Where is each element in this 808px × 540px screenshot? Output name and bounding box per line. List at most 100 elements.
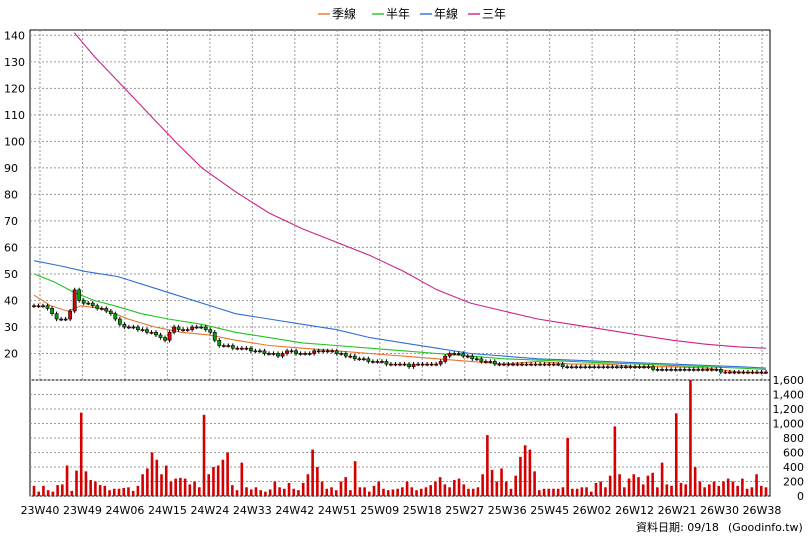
- candle-body: [700, 369, 705, 371]
- candle-body: [181, 329, 186, 331]
- candle-body: [68, 310, 73, 320]
- volume-bar: [386, 490, 390, 496]
- volume-tick-label: 200: [783, 476, 804, 489]
- volume-tick-label: 1,000: [773, 418, 805, 431]
- candle-body: [497, 363, 502, 366]
- ma-line-年線: [33, 260, 767, 369]
- volume-bar: [216, 465, 220, 496]
- volume-bar: [188, 484, 192, 496]
- volume-bar: [689, 380, 692, 496]
- price-tick-label: 130: [4, 56, 25, 69]
- volume-bar: [273, 481, 277, 496]
- candle-body: [41, 305, 45, 308]
- volume-bar: [665, 484, 669, 496]
- volume-bar: [287, 482, 291, 496]
- volume-bar: [736, 485, 739, 496]
- volume-bar: [136, 485, 140, 496]
- candle-body: [398, 363, 402, 366]
- candle-body: [470, 355, 475, 360]
- volume-bar: [37, 491, 41, 496]
- candle-body: [239, 347, 244, 350]
- volume-bar: [202, 414, 206, 496]
- volume-bar: [589, 491, 593, 496]
- candle-body: [587, 366, 592, 369]
- candle-body: [420, 363, 425, 366]
- candle-body: [691, 369, 696, 371]
- candle-body: [696, 369, 701, 371]
- volume-bar: [292, 488, 296, 496]
- candle-body: [637, 366, 642, 369]
- volume-bar: [150, 452, 154, 496]
- legend-item: 年線: [420, 6, 458, 21]
- volume-bar: [368, 491, 371, 496]
- candle-body: [334, 350, 339, 354]
- volume-bar: [708, 484, 711, 496]
- candle-body: [416, 363, 420, 366]
- x-tick-label: 26W30: [700, 504, 739, 517]
- candle-body: [506, 363, 511, 366]
- volume-bar: [278, 487, 281, 496]
- candle-body: [54, 313, 59, 320]
- volume-bar: [51, 491, 55, 496]
- candle-body: [140, 329, 145, 331]
- volume-bar: [122, 488, 126, 496]
- volume-bar: [585, 487, 588, 496]
- volume-bar: [693, 467, 697, 496]
- x-tick-label: 25W18: [403, 504, 442, 517]
- volume-bar: [372, 485, 376, 496]
- candle-body: [660, 369, 664, 371]
- volume-tick-label: 400: [783, 461, 804, 474]
- candle-body: [687, 369, 692, 371]
- candle-body: [86, 302, 91, 305]
- volume-tick-label: 1,600: [773, 374, 805, 387]
- price-tick-label: 50: [4, 268, 18, 281]
- candle-body: [167, 331, 172, 341]
- candle-body: [230, 345, 235, 349]
- volume-bar: [306, 474, 310, 496]
- candle-body: [524, 363, 529, 366]
- candle-body: [63, 318, 68, 321]
- candle-body: [235, 347, 240, 350]
- candle-body: [569, 366, 574, 369]
- candle-body: [465, 355, 470, 358]
- volume-bar: [519, 456, 522, 496]
- volume-bar: [641, 484, 645, 496]
- candle-body: [298, 353, 303, 355]
- candle-body: [750, 371, 755, 374]
- candle-body: [402, 363, 407, 366]
- price-tick-label: 30: [4, 321, 18, 334]
- volume-bar: [221, 459, 225, 496]
- volume-bar: [382, 488, 385, 496]
- legend-label: 半年: [386, 7, 410, 21]
- candle-body: [389, 363, 393, 366]
- candle-body: [411, 363, 416, 368]
- volume-bar: [259, 490, 262, 496]
- volume-bar: [249, 489, 253, 496]
- volume-bar: [741, 478, 744, 496]
- volume-bar: [651, 472, 654, 496]
- volume-bar: [316, 467, 319, 496]
- legend-item: 季線: [318, 6, 356, 21]
- volume-bar: [604, 487, 607, 496]
- volume-bar: [608, 475, 612, 496]
- ma-line-三年: [73, 32, 767, 349]
- volume-bar: [599, 481, 603, 496]
- x-tick-label: 26W02: [573, 504, 612, 517]
- candle-body: [117, 318, 122, 325]
- candle-body: [764, 371, 768, 374]
- volume-bar: [656, 487, 659, 496]
- candle-body: [185, 329, 190, 331]
- candle-body: [208, 329, 213, 333]
- volume-bar: [717, 485, 721, 496]
- volume-bar: [301, 482, 305, 496]
- candle-body: [212, 331, 217, 341]
- candle-body: [244, 347, 249, 350]
- volume-bar: [556, 488, 560, 496]
- volume-bar: [358, 487, 362, 496]
- candle-body: [199, 326, 204, 329]
- candle-body: [560, 363, 565, 368]
- volume-bar: [679, 482, 683, 496]
- candle-body: [502, 363, 506, 366]
- volume-bar: [108, 490, 111, 496]
